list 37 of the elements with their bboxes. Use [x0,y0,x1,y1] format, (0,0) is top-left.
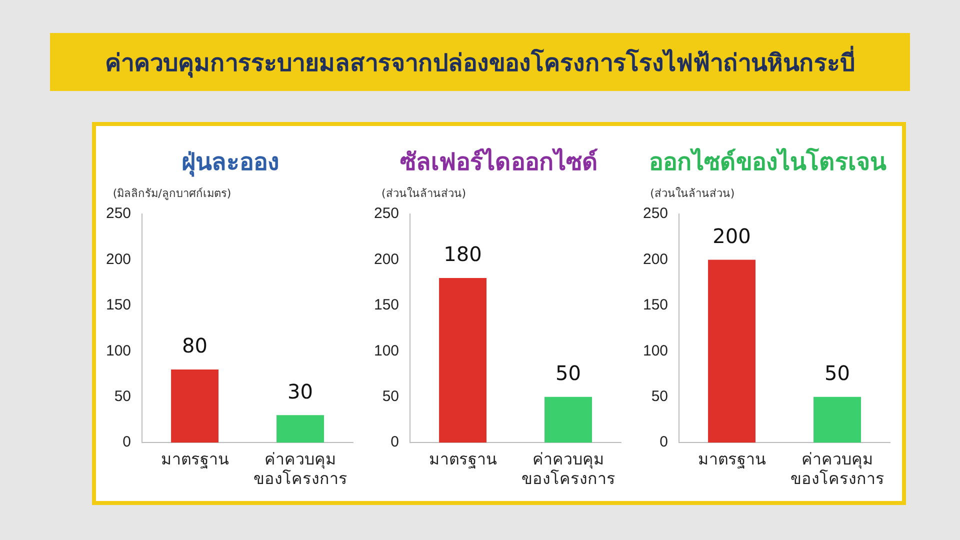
y-tick-label: 150 [106,296,131,314]
y-tick-label: 200 [643,250,668,268]
x-tick-label: มาตรฐาน [160,452,229,469]
y-tick-label: 0 [122,434,131,451]
y-axis-title: (มิลลิกรัม/ลูกบาศก์เมตร) [112,186,232,202]
y-tick-label: 200 [374,250,400,268]
x-tick-label: ค่าควบคุม ของโครงการ [790,452,884,488]
y-tick-label: 250 [643,205,668,222]
y-tick-label: 50 [651,388,668,406]
y-tick-label: 50 [114,388,131,406]
x-tick-label: มาตรฐาน [698,452,766,469]
y-tick-label: 50 [382,388,400,406]
y-tick-label: 100 [643,342,668,360]
y-tick-label: 100 [374,342,400,360]
y-tick-label: 150 [374,296,400,314]
chart-title: ฝุ่นละออง [180,147,280,176]
data-label: 50 [556,361,582,386]
y-tick-label: 250 [374,205,400,222]
y-tick-label: 0 [391,434,400,451]
y-tick-label: 100 [106,342,131,360]
data-label: 200 [712,224,752,248]
text: ค่าควบคุมการระบายมลสารจากปล่องของโครงการโรงไฟฟ้าถ่านหินกระบี่ [50,33,910,91]
y-axis-title: (ส่วนในล้านส่วน) [381,186,468,202]
y-tick-label: 0 [660,434,668,451]
y-axis-title: (ส่วนในล้านส่วน) [650,186,736,202]
data-label: 30 [287,379,313,404]
x-tick-label: ค่าควบคุม ของโครงการ [253,452,348,488]
data-label: 80 [182,334,208,358]
y-tick-label: 250 [106,205,131,222]
chart-title: ซัลเฟอร์ไดออกไซด์ [398,146,599,176]
x-tick-label: มาตรฐาน [429,452,498,469]
y-tick-label: 150 [643,296,668,314]
x-tick-label: ค่าควบคุม ของโครงการ [522,452,616,488]
chart-title: ออกไซด์ของไนโตรเจน [648,146,888,176]
data-label: 50 [824,361,850,386]
y-tick-label: 200 [106,250,131,268]
data-label: 180 [444,242,482,266]
